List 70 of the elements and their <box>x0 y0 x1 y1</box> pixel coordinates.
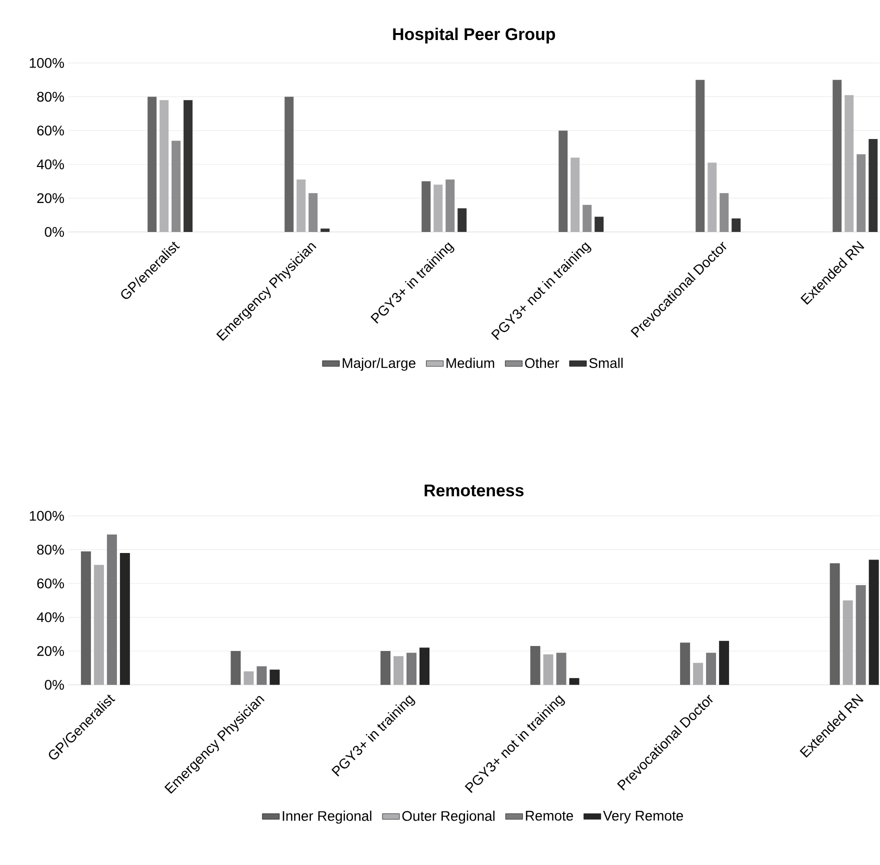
bar <box>394 656 404 685</box>
bar <box>582 205 592 232</box>
legend-label: Major/Large <box>342 358 416 371</box>
y-tick-label: 0% <box>44 680 64 690</box>
bar <box>458 208 467 232</box>
bar <box>419 648 430 685</box>
bar <box>106 534 117 685</box>
chart-title: Hospital Peer Group <box>393 28 556 44</box>
y-tick-label: 40% <box>36 612 64 622</box>
bar <box>320 228 330 232</box>
bar <box>94 564 104 685</box>
bar <box>842 600 853 685</box>
y-tick-label: 20% <box>37 193 64 204</box>
chart-title: Remoteness <box>424 484 524 496</box>
bar <box>720 193 729 232</box>
legend-label: Very Remote <box>603 811 683 824</box>
bar <box>558 130 568 232</box>
bar <box>256 666 267 685</box>
legend-label: Outer Regional <box>402 810 494 824</box>
bar <box>696 80 705 232</box>
bar <box>732 218 741 232</box>
y-tick-label: 0% <box>44 227 64 237</box>
bar <box>120 553 130 685</box>
bar <box>543 654 554 685</box>
legend-label: Medium <box>446 358 494 368</box>
bar <box>230 651 241 685</box>
bar <box>708 162 717 232</box>
bar <box>308 193 318 232</box>
y-tick-label: 20% <box>37 646 64 656</box>
legend-label: Remote <box>526 811 574 821</box>
bar <box>148 96 157 232</box>
bar <box>830 563 840 685</box>
bar <box>172 140 181 232</box>
bar <box>693 662 704 685</box>
bar <box>406 652 416 685</box>
bar <box>556 652 566 685</box>
bar <box>844 95 854 232</box>
bar <box>284 96 294 232</box>
bar <box>719 641 730 685</box>
bar <box>832 80 842 232</box>
bar <box>868 139 878 232</box>
bar <box>856 154 866 232</box>
bar <box>569 678 580 685</box>
bar <box>706 652 716 685</box>
legend-label: Small <box>589 358 623 368</box>
y-tick-label: 60% <box>37 578 64 588</box>
bar <box>296 180 306 232</box>
bar <box>80 551 91 685</box>
bar <box>434 184 443 232</box>
bar <box>244 671 254 685</box>
y-tick-label: 40% <box>36 160 64 170</box>
bar <box>856 585 866 685</box>
bar <box>422 181 431 232</box>
y-tick-label: 60% <box>37 126 64 136</box>
bar <box>380 651 390 685</box>
legend-label: Inner Regional <box>282 810 372 824</box>
y-tick-label: 80% <box>37 92 64 102</box>
y-tick-label: 100% <box>30 58 64 68</box>
bar <box>594 216 604 232</box>
y-tick-label: 80% <box>37 544 64 555</box>
bar <box>270 670 280 685</box>
legend-label: Other <box>525 358 560 368</box>
bar <box>446 180 455 232</box>
bar <box>868 560 879 685</box>
y-tick-label: 100% <box>30 511 64 521</box>
bar <box>680 642 690 685</box>
bar <box>160 100 169 232</box>
bar <box>530 646 540 685</box>
bar <box>184 100 193 232</box>
bar <box>570 158 580 232</box>
